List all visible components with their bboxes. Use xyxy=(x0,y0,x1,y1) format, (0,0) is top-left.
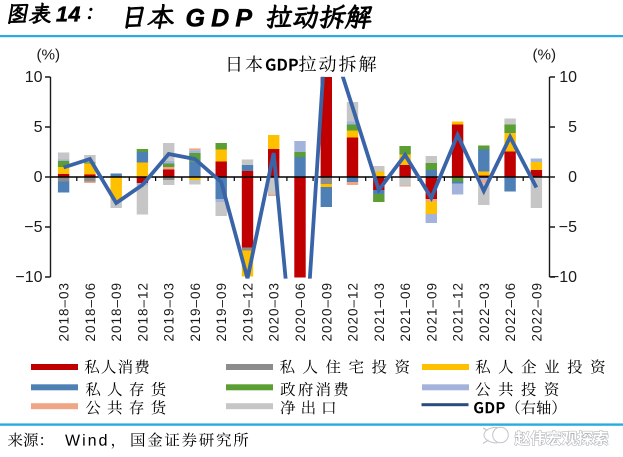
svg-text:(%): (%) xyxy=(37,47,61,64)
svg-text:2021–12: 2021–12 xyxy=(451,282,466,342)
svg-text:2021–03: 2021–03 xyxy=(372,282,387,342)
svg-text:2021–09: 2021–09 xyxy=(424,282,439,342)
svg-text:2018–06: 2018–06 xyxy=(83,282,98,342)
svg-text:2020–03: 2020–03 xyxy=(267,282,282,342)
svg-text:5: 5 xyxy=(34,119,43,136)
svg-text:2018–12: 2018–12 xyxy=(135,282,150,342)
svg-text:2020–06: 2020–06 xyxy=(293,282,308,342)
svg-text:2020–12: 2020–12 xyxy=(346,282,361,342)
svg-text:2019–03: 2019–03 xyxy=(162,282,177,342)
svg-text:(%): (%) xyxy=(533,47,557,64)
svg-text:0: 0 xyxy=(568,169,577,186)
svg-text:2018–09: 2018–09 xyxy=(109,282,124,342)
svg-text:5: 5 xyxy=(568,119,577,136)
svg-text:2021–06: 2021–06 xyxy=(398,282,413,342)
svg-text:−5: −5 xyxy=(24,219,42,236)
svg-text:2020–09: 2020–09 xyxy=(319,282,334,342)
svg-text:0: 0 xyxy=(34,169,43,186)
svg-text:2018–03: 2018–03 xyxy=(57,282,72,342)
svg-text:2022–03: 2022–03 xyxy=(477,282,492,342)
svg-text:10: 10 xyxy=(25,69,43,86)
svg-text:10: 10 xyxy=(559,69,577,86)
svg-text:2019–12: 2019–12 xyxy=(241,282,256,342)
svg-text:−5: −5 xyxy=(559,219,577,236)
svg-text:2022–06: 2022–06 xyxy=(503,282,518,342)
svg-text:2022–09: 2022–09 xyxy=(529,282,544,342)
svg-text:2019–09: 2019–09 xyxy=(214,282,229,342)
svg-text:2019–06: 2019–06 xyxy=(188,282,203,342)
svg-text:−10: −10 xyxy=(550,269,577,286)
svg-text:−10: −10 xyxy=(15,269,42,286)
